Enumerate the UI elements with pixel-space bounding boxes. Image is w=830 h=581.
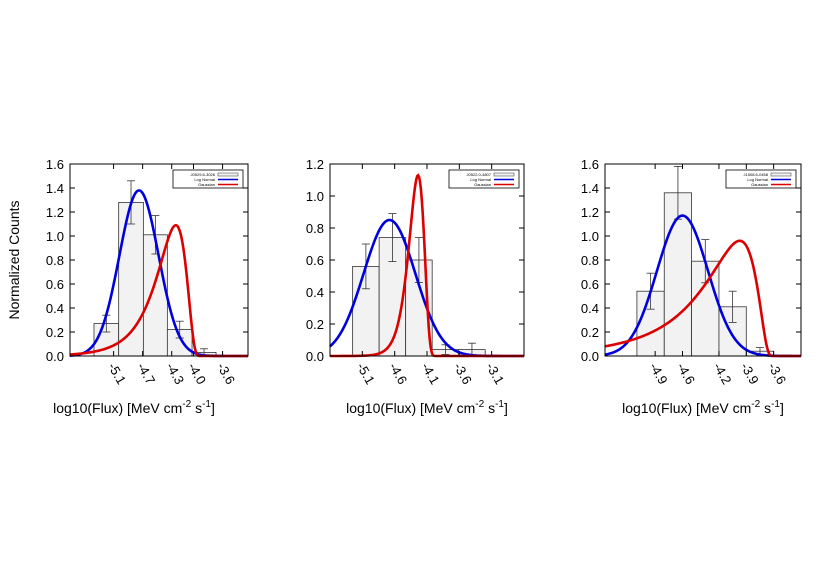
y-tick-label: 0.6 — [46, 277, 64, 292]
x-tick-label: -3.6 — [451, 360, 475, 387]
legend-label: J0529.6-3026 — [191, 172, 216, 177]
y-tick-label: 1.4 — [581, 181, 599, 196]
y-tick-label: 0.2 — [306, 317, 324, 332]
x-axis-label-1: log10(Flux) [MeV cm-2 s-1] — [53, 399, 215, 416]
y-tick-label: 0.0 — [581, 349, 599, 364]
x-tick-label: -5.1 — [105, 360, 129, 387]
x-tick-label: -3.6 — [214, 360, 238, 387]
y-tick-label: 0.8 — [46, 253, 64, 268]
y-tick-label: 0.2 — [581, 325, 599, 340]
x-tick-label: -4.6 — [674, 360, 698, 387]
y-tick-label: 0.4 — [306, 285, 324, 300]
y-tick-label: 1.0 — [46, 229, 64, 244]
y-tick-label: 0.6 — [306, 253, 324, 268]
gaussian-curve — [604, 239, 801, 358]
x-tick-label: -4.7 — [134, 360, 158, 387]
legend-label: Gaussian — [751, 182, 768, 187]
y-tick-label: 1.0 — [306, 189, 324, 204]
y-tick-label: 1.6 — [581, 157, 599, 172]
panel-3: 0.00.20.40.60.81.01.21.41.6-4.9 -4.6 -4.2-… — [581, 157, 802, 387]
y-tick-label: 1.2 — [581, 205, 599, 220]
legend-label: Log Normal — [747, 177, 768, 182]
y-tick-label: 0.0 — [46, 349, 64, 364]
legend-label: Gaussian — [198, 182, 215, 187]
y-tick-label: 1.2 — [306, 157, 324, 172]
y-tick-label: 0.6 — [581, 277, 599, 292]
plot-frame — [604, 163, 802, 357]
panel-2: 0.0 0.2 0.4 0.6 0.8 1.0 1.2 -5.1 -4.6 -4.1 -3.6 -3.… — [306, 157, 525, 387]
legend-label: J0522.0-4807 — [467, 172, 492, 177]
legend-label: Log Normal — [194, 177, 215, 182]
legend-swatch-histogram — [770, 172, 792, 177]
y-tick-label: 0.8 — [581, 253, 599, 268]
legend-label: J1508.6-0458 — [744, 172, 769, 177]
y-tick-label: 0.4 — [581, 301, 599, 316]
legend-label: Log Normal — [470, 177, 491, 182]
y-tick-label: 0.0 — [306, 349, 324, 364]
x-tick-label: -4.0 — [185, 360, 209, 387]
x-tick-label: -4.9 — [647, 360, 671, 387]
legend-swatch-histogram — [493, 172, 515, 177]
x-tick-label: -4.3 — [163, 360, 187, 387]
x-axis-label-3: log10(Flux) [MeV cm-2 s-1] — [622, 399, 784, 416]
y-axis-label: Normalized Counts — [6, 200, 22, 319]
x-tick-label: -5.1 — [354, 360, 378, 387]
y-tick-label: 0.8 — [306, 221, 324, 236]
x-tick-label: -3.6 — [765, 360, 789, 387]
x-tick-label: -4.2 — [710, 360, 734, 387]
y-tick-label: 1.4 — [46, 181, 64, 196]
x-tick-label: -3.9 — [738, 360, 762, 387]
y-tick-label: 1.6 — [46, 157, 64, 172]
x-tick-label: -4.6 — [386, 360, 410, 387]
legend-label: Gaussian — [474, 182, 491, 187]
plot-frame — [69, 163, 249, 357]
x-tick-label: -4.1 — [418, 360, 442, 387]
y-tick-label: 0.2 — [46, 325, 64, 340]
legend-swatch-histogram — [217, 172, 239, 177]
x-tick-label: -3.1 — [483, 360, 507, 387]
y-tick-label: 1.2 — [46, 205, 64, 220]
x-axis-label-2: log10(Flux) [MeV cm-2 s-1] — [346, 399, 508, 416]
y-tick-label: 1.0 — [581, 229, 599, 244]
y-tick-label: 0.4 — [46, 301, 64, 316]
panel-1: 0.00.20.40.60.81.01.21.41.6-5.1 -4.7 -4.3-… — [46, 157, 249, 387]
